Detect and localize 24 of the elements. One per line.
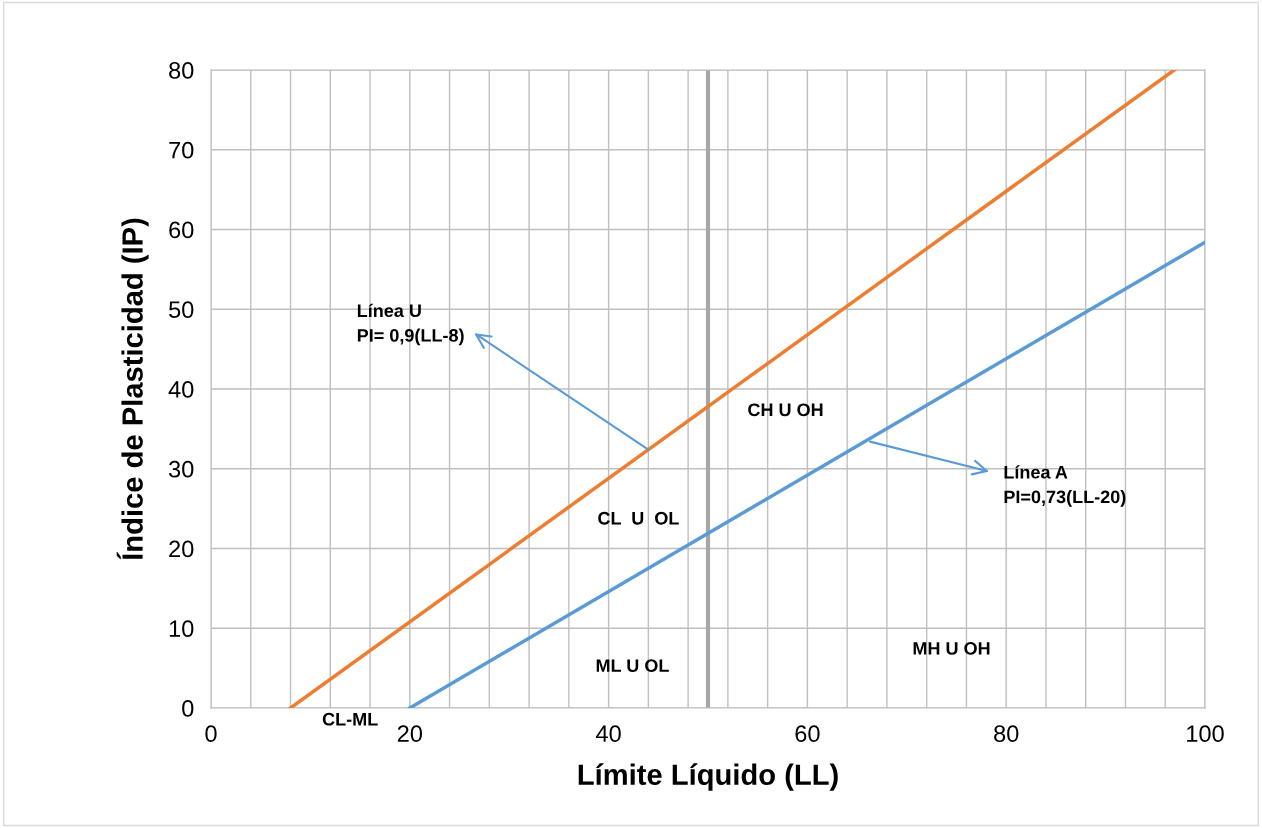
x-axis-title: Límite Líquido (LL) bbox=[578, 763, 838, 791]
annotation: ML U OL bbox=[596, 659, 669, 673]
y-tick-label: 0 bbox=[182, 700, 194, 717]
annotation: Línea A PI=0,73(LL-20) bbox=[1004, 465, 1126, 507]
y-tick-label: 20 bbox=[169, 540, 194, 558]
x-tick-label: 60 bbox=[795, 725, 820, 743]
annotation: Línea U PI= 0,9(LL-8) bbox=[357, 303, 464, 346]
annotation: MH U OH bbox=[913, 642, 990, 655]
x-tick-label: 80 bbox=[994, 725, 1019, 743]
x-tick-label: 40 bbox=[596, 725, 621, 743]
x-tick-label: 20 bbox=[397, 725, 423, 743]
y-tick-label: 60 bbox=[169, 221, 194, 239]
x-tick-label: 0 bbox=[205, 725, 217, 743]
y-tick-label: 70 bbox=[169, 141, 194, 159]
y-tick-label: 80 bbox=[169, 62, 194, 79]
annotation: CL U OL bbox=[598, 511, 679, 525]
x-tick-label: 100 bbox=[1187, 725, 1224, 743]
y-tick-label: 40 bbox=[168, 381, 194, 398]
y-tick-label: 50 bbox=[169, 301, 194, 319]
y-axis-title: Índice de Plasticidad (IP) bbox=[116, 218, 149, 560]
text: CL-ML bbox=[322, 712, 378, 726]
annotation: CH U OH bbox=[748, 403, 823, 417]
y-tick-label: 30 bbox=[168, 460, 194, 478]
y-tick-label: 10 bbox=[169, 620, 194, 638]
